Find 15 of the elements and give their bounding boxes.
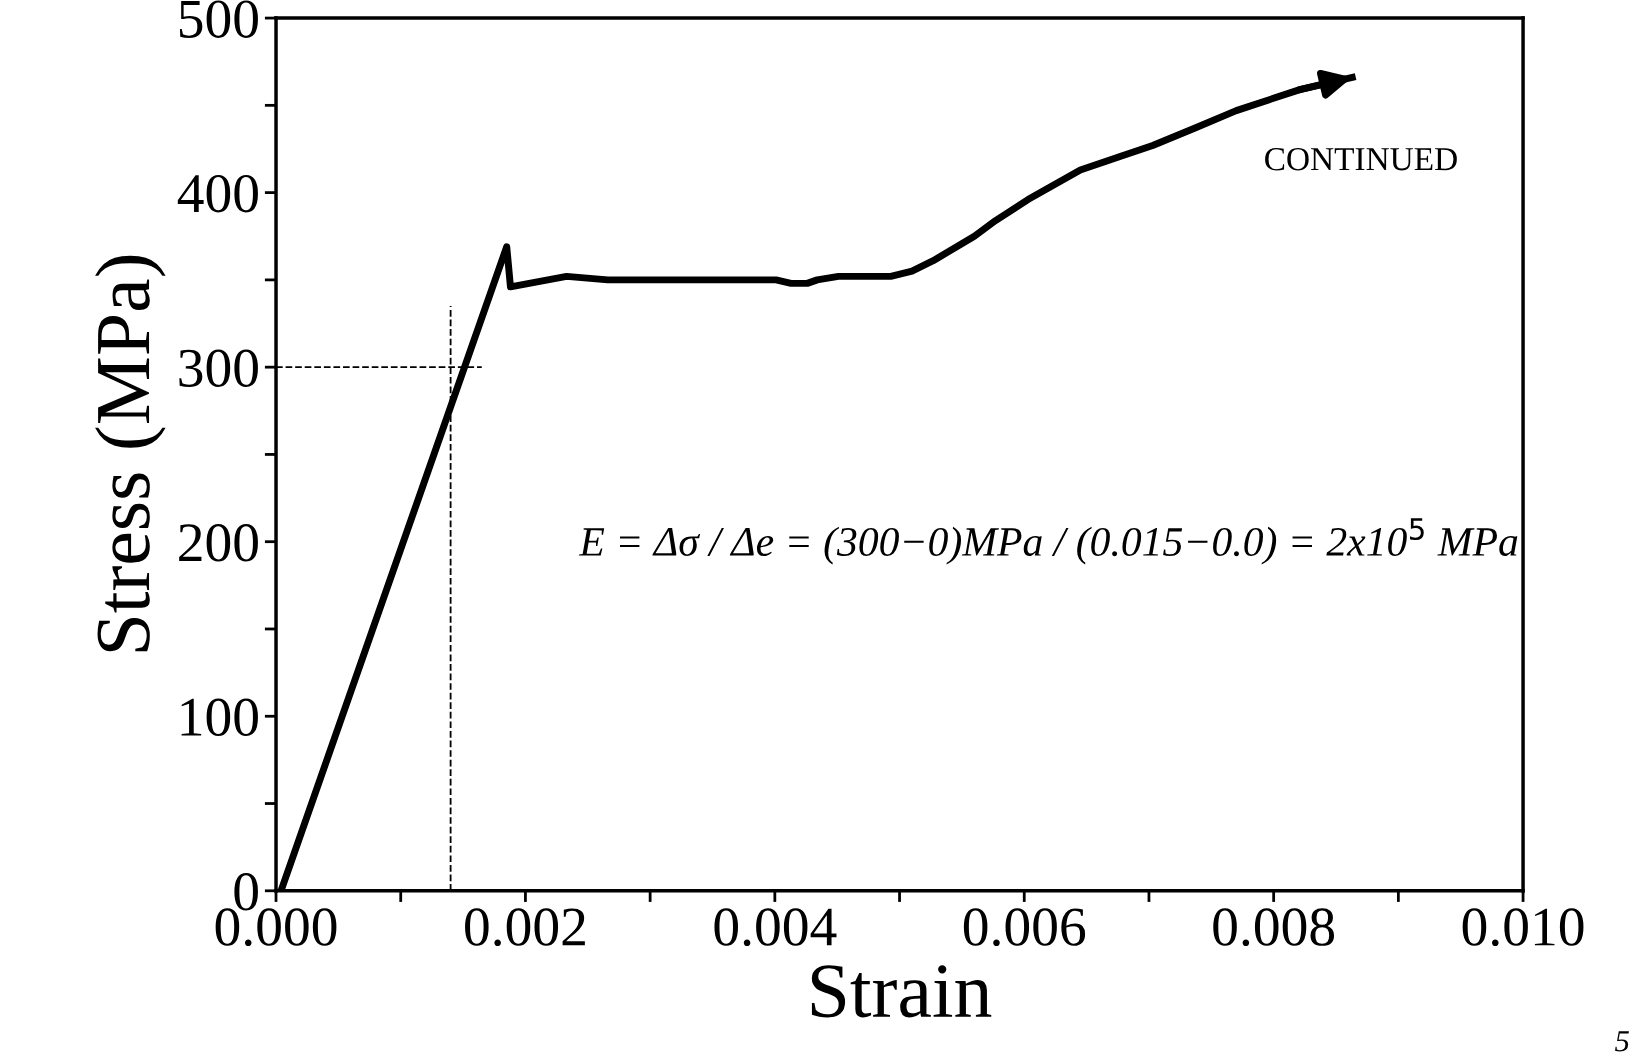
- x-axis-title: Strain: [811, 965, 992, 1018]
- y-tick-label: 300: [179, 349, 258, 387]
- y-tick-label: 500: [179, 0, 258, 38]
- y-tick-label: 400: [177, 174, 258, 213]
- annotation: CONTINUED: [1265, 148, 1457, 171]
- annotation: E = Δσ / Δe = (300−0)MPa / (0.015−0.0) = 2x10$^{5}$ MPa: [578, 518, 1518, 565]
- y-axis-title: Stress (MPa): [95, 255, 166, 652]
- y-tick-label: 100: [181, 698, 258, 737]
- x-tick-label: 0.002: [465, 908, 585, 947]
- text: 5: [1615, 1031, 1629, 1052]
- x-tick-label: 0.006: [963, 908, 1086, 947]
- x-tick-label: 0.010: [1462, 908, 1584, 947]
- x-tick-label: 0.008: [1213, 908, 1335, 947]
- y-tick-label: 200: [179, 524, 258, 562]
- x-tick-label: 0.004: [714, 908, 837, 947]
